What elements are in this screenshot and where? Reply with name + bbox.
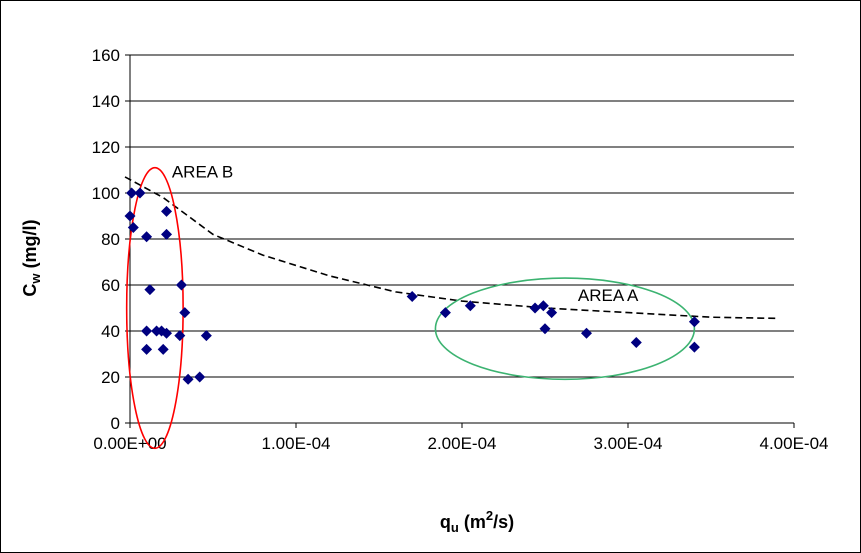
y-tick-labels: 0 20 40 60 80 100 120 140 160	[92, 46, 120, 433]
trendline	[124, 176, 778, 320]
y-axis-label: Cw (mg/l)	[20, 219, 43, 296]
region-label: AREA B	[172, 163, 233, 182]
data-point	[439, 307, 451, 319]
region-ellipse	[125, 166, 184, 450]
data-point	[175, 279, 187, 291]
data-point	[200, 330, 212, 342]
data-point	[161, 228, 173, 240]
y-tick-label: 140	[92, 92, 120, 111]
data-point	[537, 300, 549, 312]
data-point	[126, 187, 138, 199]
data-point	[174, 330, 186, 342]
y-tick-label: 20	[101, 368, 120, 387]
y-tick-label: 80	[101, 230, 120, 249]
data-points	[124, 187, 700, 385]
y-tick-label: 160	[92, 46, 120, 65]
data-point	[161, 205, 173, 217]
y-tick-label: 120	[92, 138, 120, 157]
data-point	[539, 323, 551, 335]
data-point	[464, 300, 476, 312]
data-point	[141, 231, 153, 243]
x-axis-label: qu (m2/s)	[440, 508, 514, 535]
y-tick-label: 0	[111, 414, 120, 433]
x-tick-label: 3.00E-04	[594, 434, 663, 453]
x-tick-label: 1.00E-04	[262, 434, 331, 453]
data-point	[688, 316, 700, 328]
data-point	[529, 302, 541, 314]
x-tick-labels: 0.00E+00 1.00E-04 2.00E-04 3.00E-04 4.00E-04	[93, 434, 828, 453]
y-tick-label: 60	[101, 276, 120, 295]
region-label: AREA A	[578, 286, 639, 305]
data-point	[134, 187, 146, 199]
data-point	[581, 327, 592, 339]
axes	[125, 54, 795, 428]
x-tick-label: 0.00E+00	[93, 434, 166, 453]
regions: AREA B AREA A	[125, 163, 696, 450]
data-point	[688, 341, 700, 353]
region-ellipse	[434, 277, 696, 381]
data-point	[406, 291, 418, 302]
data-point	[157, 343, 169, 355]
data-point	[141, 325, 153, 337]
data-point	[161, 327, 173, 339]
trendline-path	[124, 176, 778, 320]
data-point	[630, 337, 642, 348]
y-tick-label: 40	[101, 322, 120, 341]
data-point	[179, 307, 191, 319]
x-tick-label: 4.00E-04	[760, 434, 829, 453]
data-point	[141, 343, 153, 355]
data-point	[182, 373, 194, 385]
data-point	[194, 371, 206, 383]
data-point	[546, 307, 558, 319]
data-point	[127, 222, 139, 233]
y-tick-label: 100	[92, 184, 120, 203]
data-point	[124, 210, 136, 222]
x-tick-label: 2.00E-04	[428, 434, 497, 453]
gridlines	[130, 54, 794, 378]
data-point	[144, 284, 156, 296]
